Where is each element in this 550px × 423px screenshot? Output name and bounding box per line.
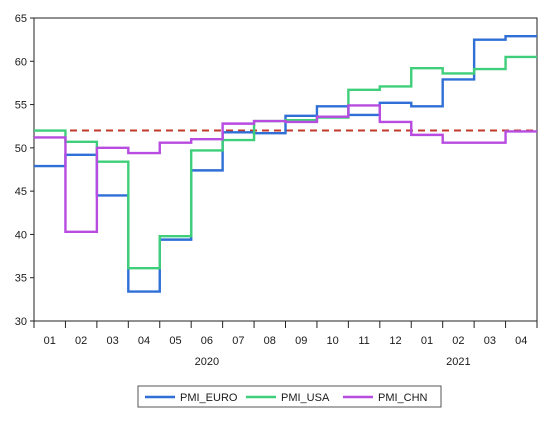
year-label: 2021 [446,356,470,368]
x-tick-label: 09 [295,335,307,347]
y-tick-label: 45 [15,186,27,198]
y-tick-label: 35 [15,273,27,285]
x-tick-label: 01 [421,335,433,347]
x-tick-label: 11 [358,335,369,347]
x-tick-label: 02 [452,335,464,347]
x-tick-label: 01 [44,335,56,347]
plot-frame [33,17,538,322]
x-tick-label: 10 [327,335,339,347]
y-tick-label: 65 [15,13,27,25]
x-tick-label: 07 [232,335,244,347]
legend-box [137,385,442,408]
y-tick-label: 60 [15,56,27,68]
x-tick-label: 04 [138,335,150,347]
x-tick-label: 08 [264,335,276,347]
x-tick-label: 03 [484,335,496,347]
year-label: 2020 [195,356,219,368]
x-tick-label: 02 [75,335,87,347]
y-tick-label: 55 [15,100,27,112]
x-tick-label: 06 [201,335,213,347]
series-line-pmi-usa [34,55,537,270]
y-tick-label: 50 [15,143,27,155]
x-tick-label: 04 [515,335,527,347]
y-tick-label: 30 [15,316,27,328]
series-line-pmi-chn [34,104,537,234]
legend-label: PMI_EURO [180,392,238,404]
y-tick-label: 40 [15,229,27,241]
x-tick-label: 03 [106,335,118,347]
legend-label: PMI_USA [281,392,330,404]
x-tick-label: 12 [389,335,401,347]
x-tick-label: 05 [169,335,181,347]
legend-label: PMI_CHN [378,392,428,404]
